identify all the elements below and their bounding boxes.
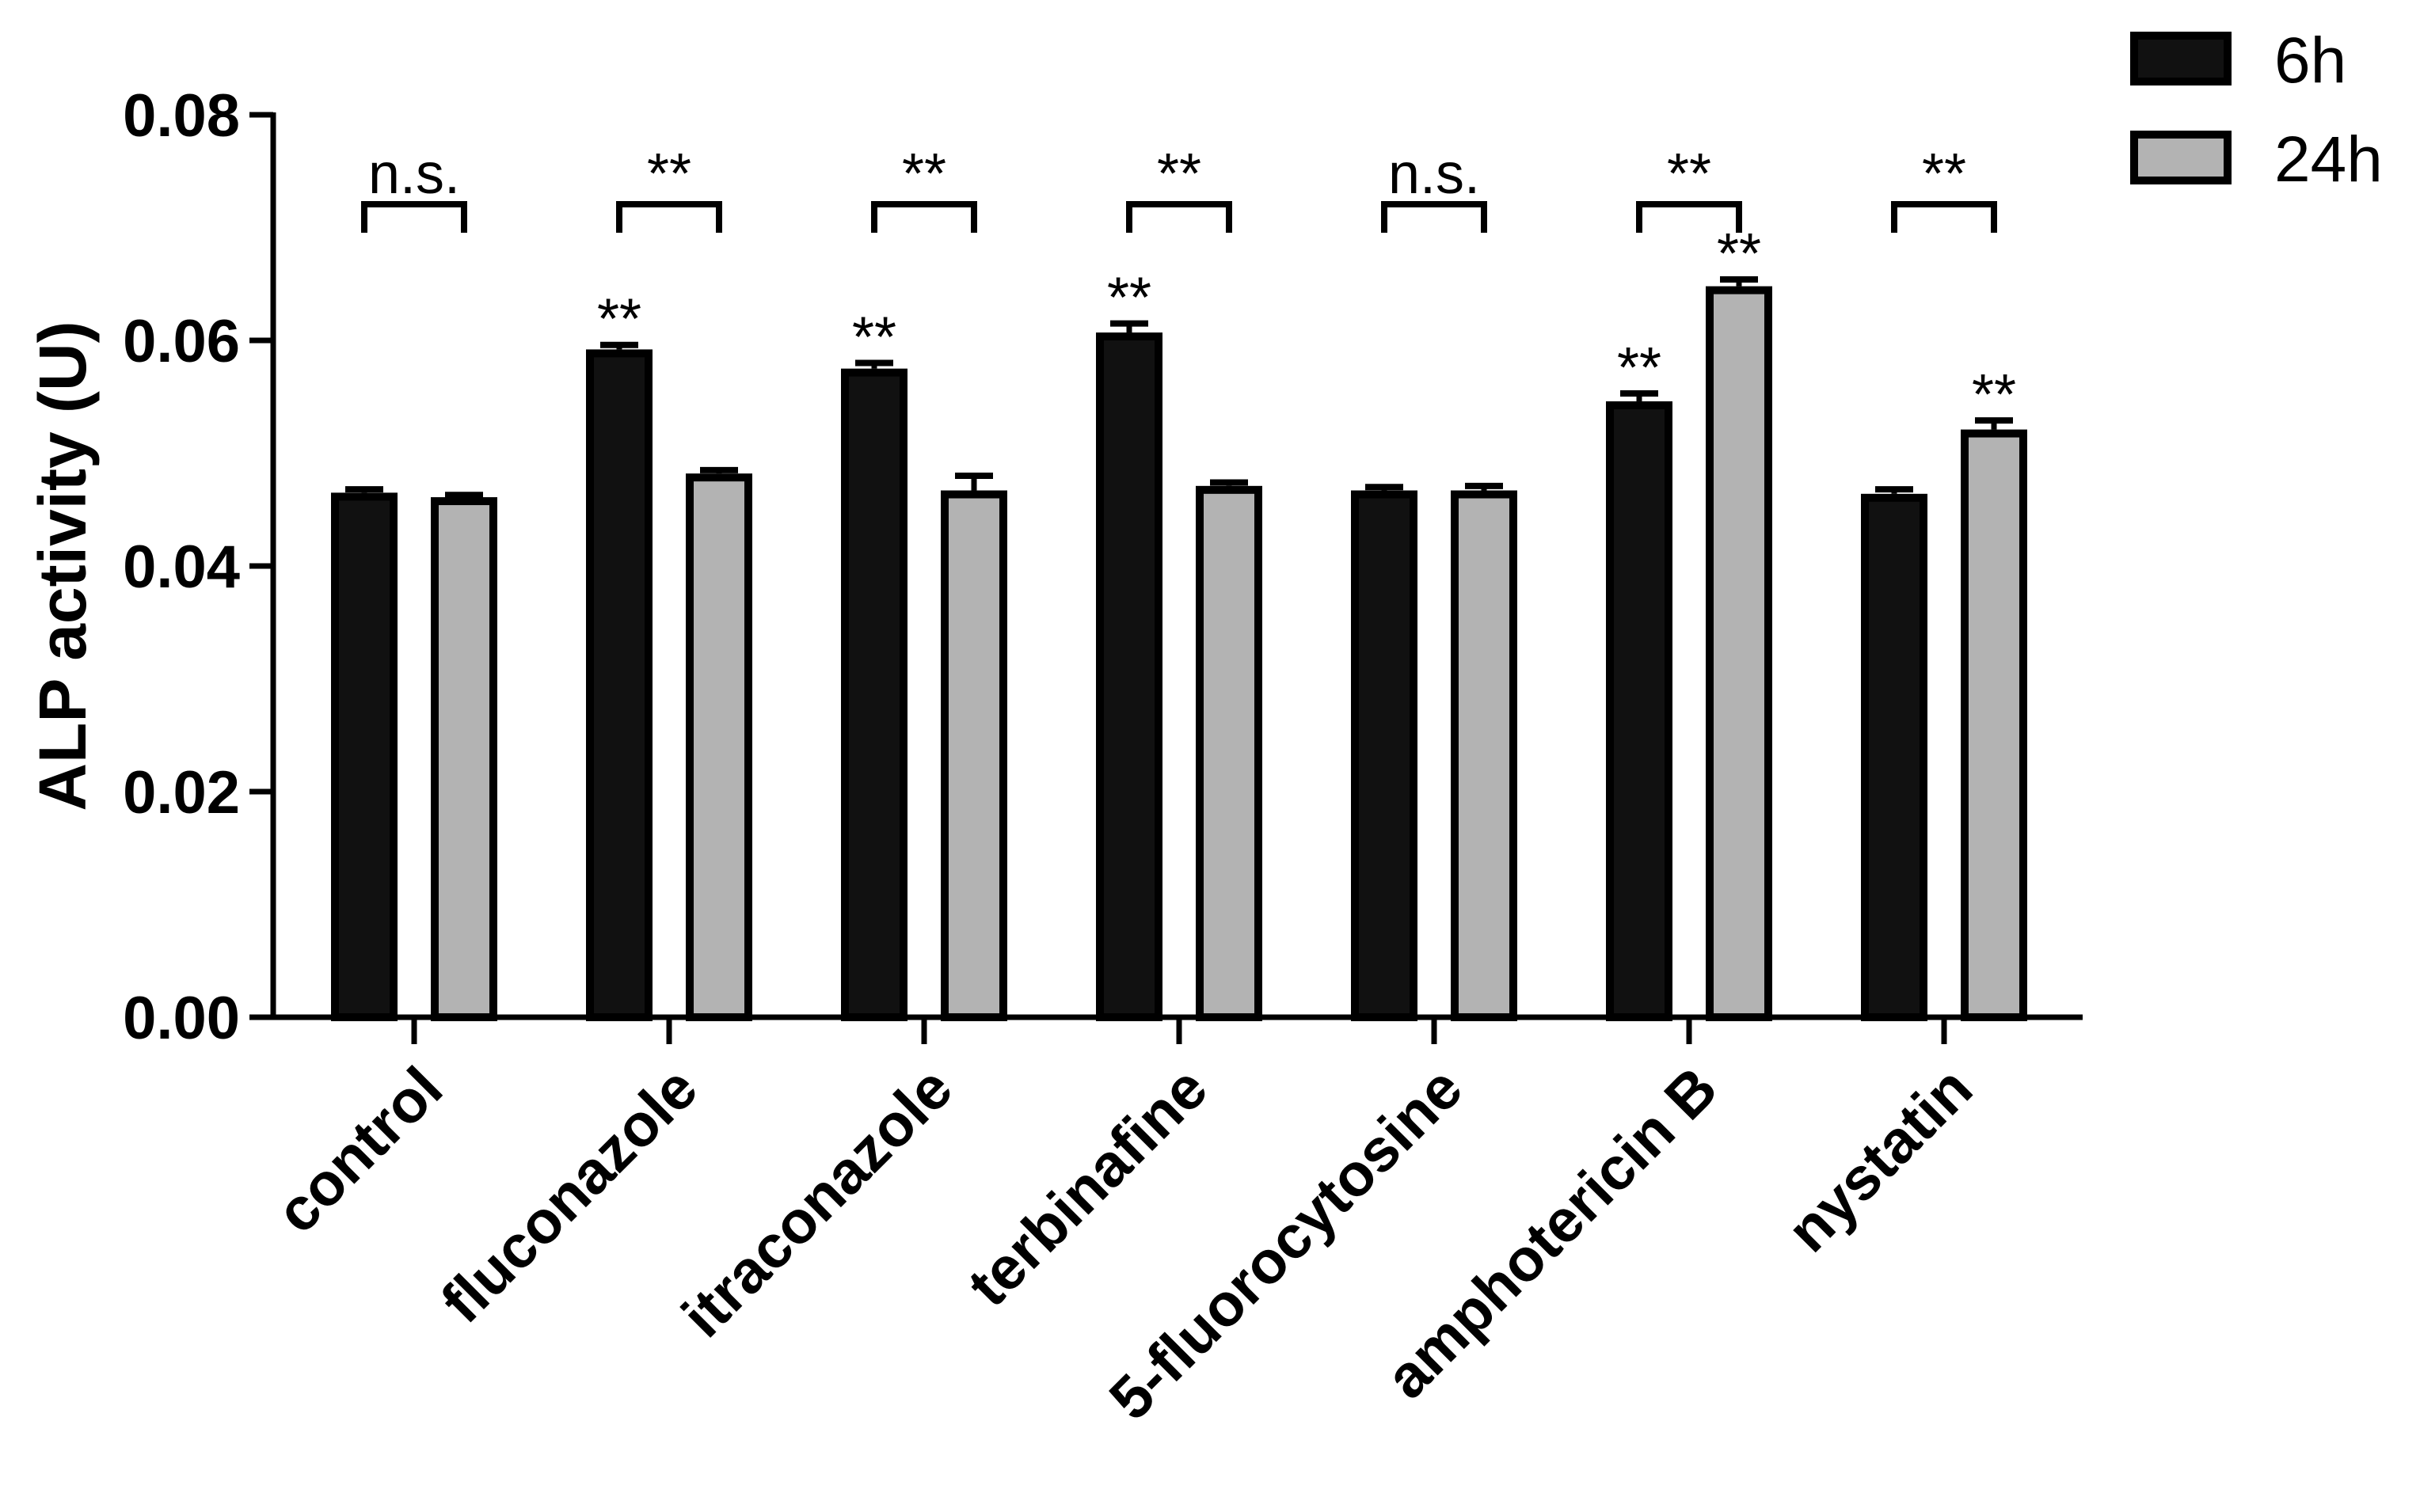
comparison-bracket xyxy=(871,201,977,233)
bar-6h-5-fluorocytosine xyxy=(1351,490,1417,1021)
bar-significance-mark: ** xyxy=(1717,222,1761,286)
x-tick-label: control xyxy=(264,1054,455,1246)
comparison-label: ** xyxy=(1922,142,1966,206)
comparison-bracket xyxy=(1891,201,1997,233)
x-tick-label: itraconazole xyxy=(669,1054,965,1351)
y-tick-label: 0.08 xyxy=(123,82,240,150)
legend-label: 24h xyxy=(2274,123,2383,196)
bar-6h-itraconazole xyxy=(841,368,908,1021)
bar-24h-itraconazole xyxy=(941,490,1007,1021)
legend-swatch-24h xyxy=(2130,131,2232,184)
axes: 0.00 0.02 0.04 0.06 0.08 xyxy=(123,82,2083,1052)
comparison-bracket xyxy=(616,201,722,233)
x-tick-label: nystatin xyxy=(1775,1054,1985,1265)
comparison-bracket xyxy=(1126,201,1232,233)
bar-6h-amphotericin-B xyxy=(1606,401,1672,1021)
y-tick-label: 0.06 xyxy=(123,308,240,375)
bar-6h-terbinafine xyxy=(1096,332,1162,1021)
x-tick-label: terbinafine xyxy=(955,1054,1220,1320)
bar-24h-fluconazole xyxy=(686,473,752,1021)
bar-6h-nystatin xyxy=(1861,493,1927,1021)
comparison-bracket xyxy=(1636,201,1742,233)
bar-significance-mark: ** xyxy=(1617,336,1661,400)
bar-significance-mark: ** xyxy=(597,288,641,351)
y-axis-title: ALP activity (U) xyxy=(25,321,100,811)
bars xyxy=(331,276,2027,1022)
bar-6h-control xyxy=(331,492,398,1021)
y-tick-label: 0.00 xyxy=(123,985,240,1052)
bar-6h-fluconazole xyxy=(586,349,653,1021)
x-tick-label: fluconazole xyxy=(428,1054,710,1336)
comparison-bracket xyxy=(1381,201,1487,233)
y-tick-label: 0.04 xyxy=(123,534,240,601)
bar-24h-nystatin xyxy=(1961,429,2027,1021)
bar-significance-mark: ** xyxy=(852,306,896,370)
legend-swatch-6h xyxy=(2130,32,2232,85)
comparison-label: n.s. xyxy=(1388,142,1480,206)
bar-significance-mark: ** xyxy=(1972,363,2016,427)
bar-24h-amphotericin-B xyxy=(1706,286,1772,1022)
bar-24h-5-fluorocytosine xyxy=(1451,490,1517,1021)
comparison-label: ** xyxy=(647,142,691,206)
y-tick-label: 0.02 xyxy=(123,759,240,826)
significance-annotations: n.s.************ n.s.********** xyxy=(361,142,2016,427)
bar-24h-control xyxy=(431,497,497,1021)
comparison-bracket xyxy=(361,201,467,233)
comparison-label: ** xyxy=(902,142,946,206)
comparison-label: ** xyxy=(1157,142,1201,206)
bar-significance-mark: ** xyxy=(1107,267,1151,330)
comparison-label: n.s. xyxy=(368,142,460,206)
bar-24h-terbinafine xyxy=(1196,485,1262,1021)
comparison-label: ** xyxy=(1667,142,1711,206)
legend-label: 6h xyxy=(2274,25,2346,97)
